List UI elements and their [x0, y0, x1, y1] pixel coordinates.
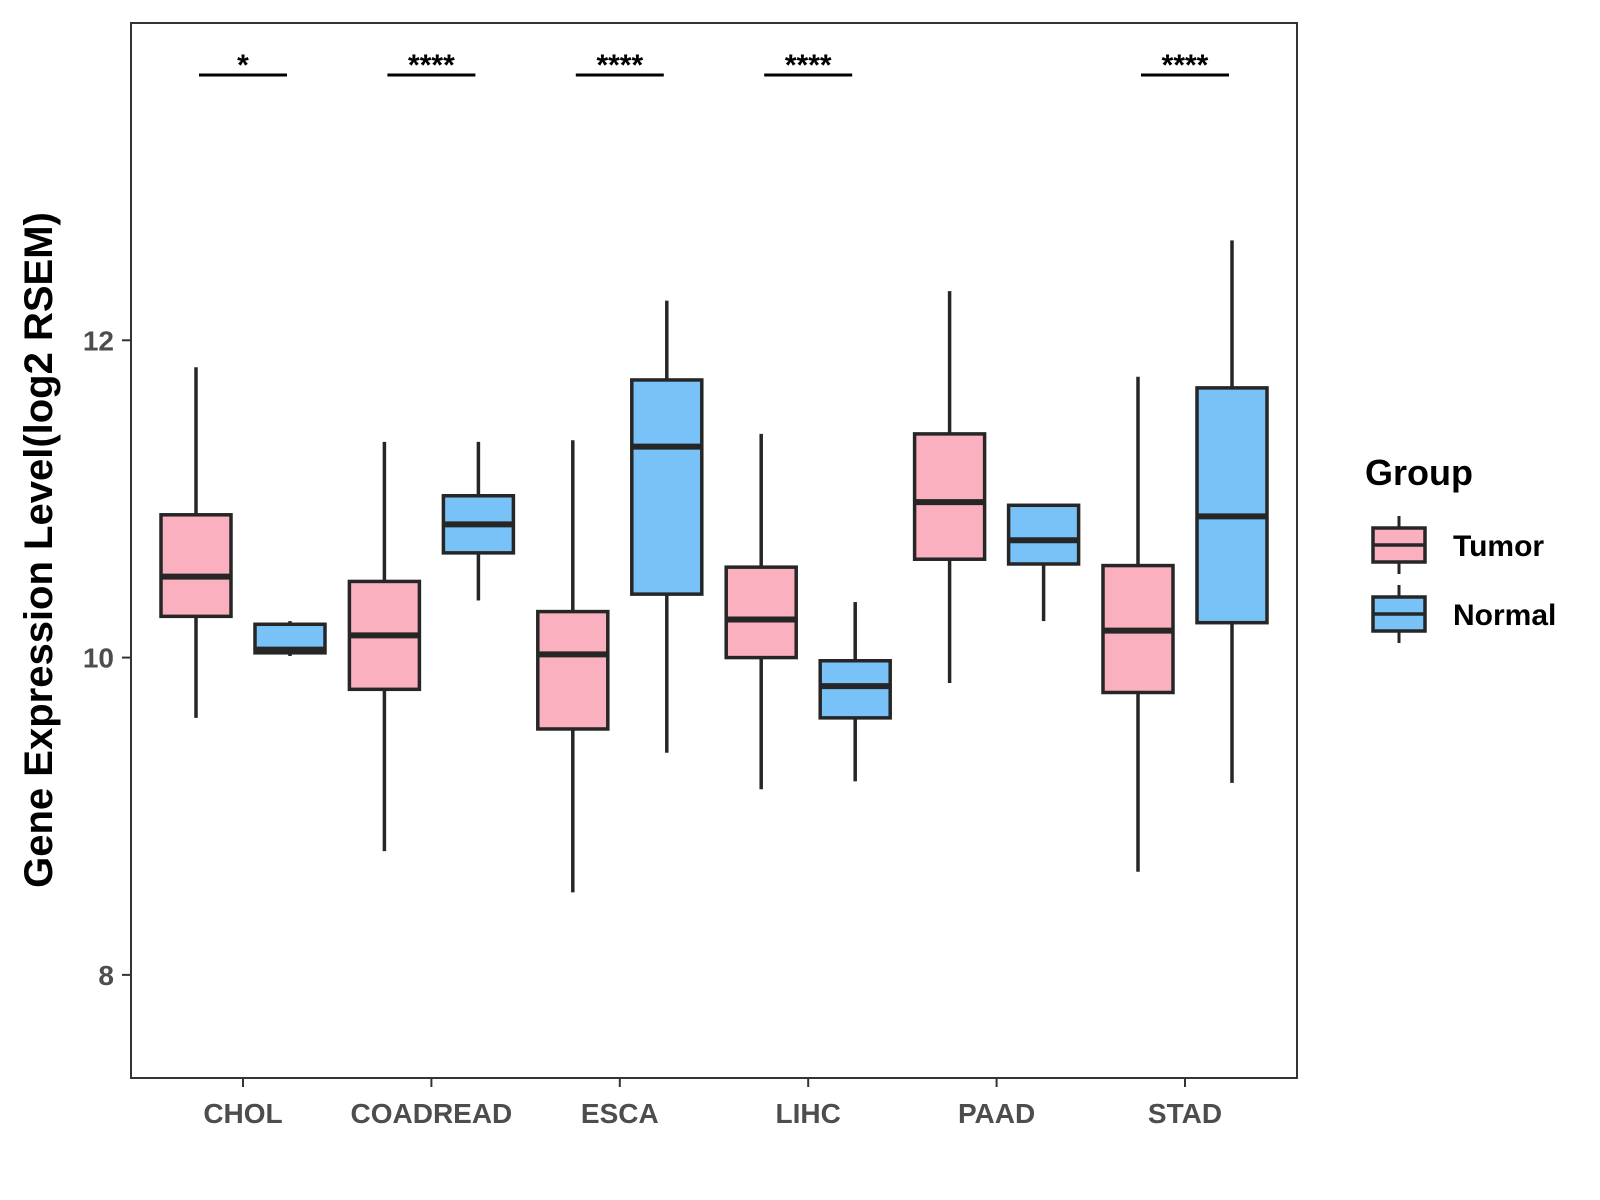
- y-tick-label: 10: [83, 643, 114, 674]
- box-stad-tumor: [1101, 376, 1175, 872]
- x-tick-label: COADREAD: [351, 1098, 513, 1129]
- box-coadread-normal: [441, 441, 516, 601]
- legend: Group Tumor Normal: [1365, 452, 1556, 643]
- x-tick-label: ESCA: [581, 1098, 659, 1129]
- box-chol-tumor: [159, 367, 233, 718]
- legend-title: Group: [1365, 452, 1473, 493]
- box-body: [724, 565, 798, 660]
- box-lihc-tumor: [724, 433, 798, 790]
- significance-label: ****: [785, 49, 832, 82]
- axes: 8 10 12 CHOL COADREAD ESCA LIHC PAAD STAD: [83, 325, 1222, 1129]
- box-body: [1006, 503, 1081, 566]
- plot-panel-border: [130, 22, 1298, 1079]
- box-body: [536, 609, 610, 731]
- significance-label: ****: [596, 49, 643, 82]
- legend-key-tumor: [1371, 516, 1427, 574]
- x-tick-label: CHOL: [203, 1098, 282, 1129]
- significance-label: ****: [1162, 49, 1209, 82]
- box-body: [818, 659, 892, 720]
- y-tick-label: 12: [83, 325, 114, 356]
- box-paad-tumor: [912, 291, 987, 683]
- box-body: [912, 432, 987, 561]
- box-paad-normal: [1006, 503, 1081, 622]
- significance-label: *: [237, 49, 249, 82]
- box-chol-normal: [253, 621, 327, 656]
- significance-label: ****: [408, 49, 455, 82]
- box-stad-normal: [1195, 240, 1269, 783]
- box-lihc-normal: [818, 602, 892, 782]
- box-body: [1195, 386, 1269, 625]
- box-body: [159, 513, 233, 619]
- x-tick-label: LIHC: [776, 1098, 841, 1129]
- legend-key-normal: [1371, 585, 1427, 643]
- x-tick-label: STAD: [1148, 1098, 1222, 1129]
- box-coadread-tumor: [347, 441, 422, 852]
- legend-label-tumor: Tumor: [1453, 530, 1544, 563]
- legend-label-normal: Normal: [1453, 599, 1556, 632]
- box-esca-tumor: [536, 440, 610, 893]
- x-tick-label: PAAD: [958, 1098, 1035, 1129]
- box-esca-normal: [630, 300, 704, 753]
- box-body: [630, 378, 704, 596]
- plot-area: * **** **** **** ****: [159, 49, 1269, 893]
- y-axis-title: Gene Expression Level(log2 RSEM): [17, 212, 61, 888]
- y-tick-label: 8: [98, 960, 114, 991]
